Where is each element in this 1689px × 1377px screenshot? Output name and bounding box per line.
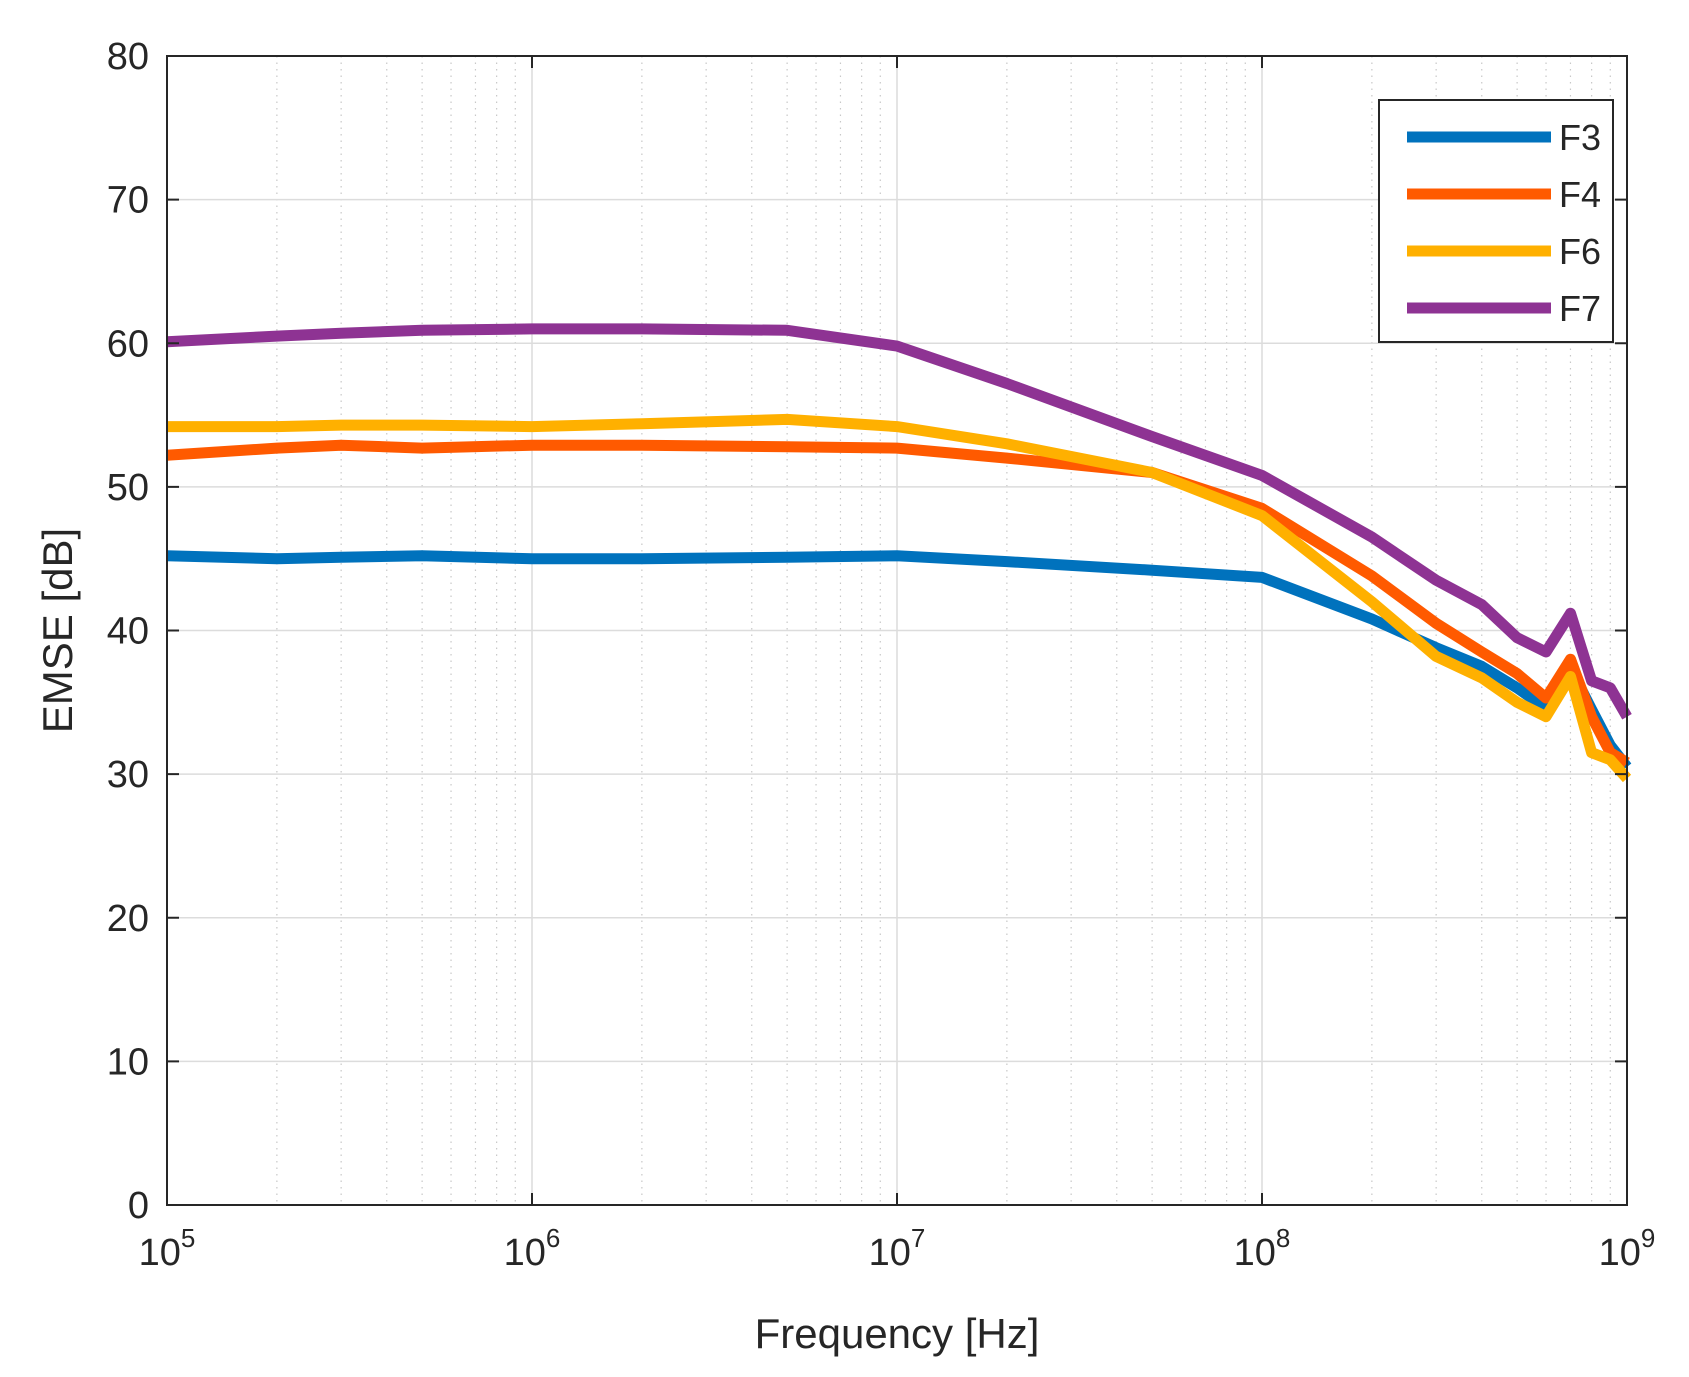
y-tick-label: 80 xyxy=(107,36,149,78)
series-line-f7 xyxy=(166,323,1632,720)
legend-label-f3: F3 xyxy=(1559,117,1601,158)
x-tick-label: 109 xyxy=(1599,1223,1656,1274)
y-tick-label: 40 xyxy=(107,611,149,653)
y-tick-label: 30 xyxy=(107,754,149,796)
y-tick-label: 70 xyxy=(107,180,149,222)
y-tick-labels: 0 10 20 30 40 50 60 70 80 xyxy=(107,36,149,1227)
legend-label-f7: F7 xyxy=(1559,288,1601,329)
x-axis-title: Frequency [Hz] xyxy=(755,1310,1040,1357)
legend: F3 F4 F6 F7 xyxy=(1378,99,1614,343)
x-tick-label: 107 xyxy=(869,1223,926,1274)
x-tick-label: 108 xyxy=(1234,1223,1291,1274)
y-tick-label: 60 xyxy=(107,323,149,365)
x-tick-labels: 105 106 107 108 109 xyxy=(139,1223,1656,1274)
series-line-f6 xyxy=(167,413,1632,783)
y-tick-label: 50 xyxy=(107,467,149,509)
legend-label-f4: F4 xyxy=(1559,174,1601,215)
x-tick-label: 105 xyxy=(139,1223,196,1274)
tick-marks xyxy=(166,55,1628,1206)
series-layer xyxy=(166,323,1632,783)
y-tick-label: 20 xyxy=(107,898,149,940)
legend-label-f6: F6 xyxy=(1559,231,1601,272)
x-tick-label: 106 xyxy=(504,1223,561,1274)
y-tick-label: 0 xyxy=(128,1185,149,1227)
y-tick-label: 10 xyxy=(107,1041,149,1083)
y-axis-title: EMSE [dB] xyxy=(34,528,81,733)
